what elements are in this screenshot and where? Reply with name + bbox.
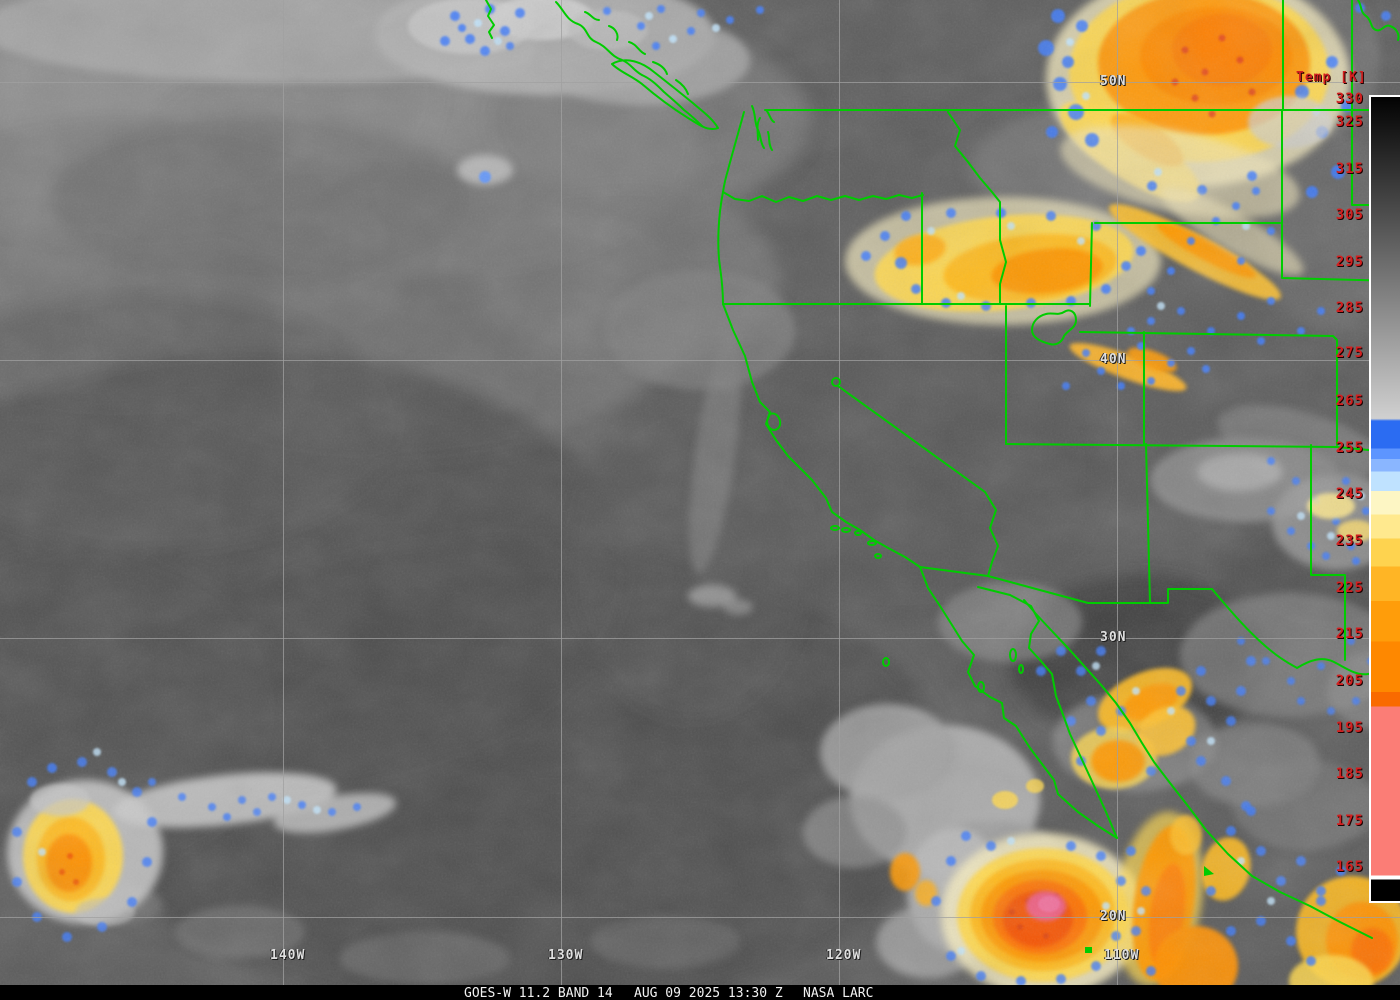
coast-puget-sound <box>751 105 775 151</box>
colorbar-tick-label: 275 <box>1335 345 1364 361</box>
border-wa-or <box>722 191 924 203</box>
colorbar-tick-label: 235 <box>1335 533 1364 549</box>
colorbar-tick-label: 225 <box>1335 580 1364 596</box>
lat-label: 20N <box>1100 909 1127 924</box>
isla-tiburon <box>1204 866 1214 876</box>
colorbar <box>1369 95 1400 903</box>
channel-islands <box>830 525 882 559</box>
colorbar-tick-label: 215 <box>1335 626 1364 642</box>
colorbar-tick-label: 265 <box>1335 393 1364 409</box>
gridline-horizontal <box>0 82 1400 83</box>
colorbar-tick-label: 305 <box>1335 207 1364 223</box>
great-salt-lake <box>1031 309 1077 346</box>
footer-product-label: GOES-W 11.2 BAND 14 <box>464 986 613 1000</box>
colorbar-tick-label: 205 <box>1335 673 1364 689</box>
gridline-horizontal <box>0 360 1400 361</box>
coast-sonora <box>1023 599 1373 939</box>
lon-label: 110W <box>1104 948 1140 963</box>
border-id-wy <box>1089 222 1093 307</box>
colorbar-tick-label: 330 <box>1335 91 1364 107</box>
border-az-nm <box>1145 443 1151 604</box>
coast-california <box>722 303 921 568</box>
colorbar-tick-label: 185 <box>1335 766 1364 782</box>
gridline-horizontal <box>0 917 1400 918</box>
pacific-islands <box>882 648 1024 693</box>
colorbar-tick-label: 245 <box>1335 486 1364 502</box>
coast-baja-east <box>977 586 1118 839</box>
gridline-vertical <box>561 0 562 986</box>
gridline-vertical <box>839 0 840 986</box>
gridline-horizontal <box>0 638 1400 639</box>
lake-winnipeg-outline <box>1357 0 1400 41</box>
islas-marias <box>1085 947 1092 953</box>
coast-haida-gwaii <box>485 0 495 39</box>
footer-credit-label: NASA LARC <box>803 986 874 1000</box>
colorbar-tick-label: 165 <box>1335 859 1364 875</box>
colorbar-gradient <box>1371 97 1400 901</box>
coast-washington <box>722 111 745 193</box>
border-ca-nv <box>837 385 999 577</box>
coast-vancouver-island <box>611 59 719 130</box>
colorbar-tick-label: 295 <box>1335 254 1364 270</box>
coast-baja-west <box>919 566 1118 839</box>
gridline-vertical <box>283 0 284 986</box>
border-us-mexico <box>919 566 1213 604</box>
colorbar-tick-label: 315 <box>1335 161 1364 177</box>
colorbar-tick-label: 195 <box>1335 720 1364 736</box>
border-nm-ok-tx <box>1310 444 1346 661</box>
lat-label: 40N <box>1100 352 1127 367</box>
sf-bay-outline <box>766 412 782 431</box>
colorbar-tick-label: 255 <box>1335 440 1364 456</box>
colorbar-tick-label: 175 <box>1335 813 1364 829</box>
lon-label: 140W <box>270 948 306 963</box>
status-bar: GOES-W 11.2 BAND 14 AUG 09 2025 13:30 Z NA… <box>0 985 1400 1000</box>
colorbar-tick-label: 285 <box>1335 300 1364 316</box>
lake-tahoe-outline <box>831 377 841 387</box>
border-wy-41n <box>1079 331 1338 446</box>
coast-oregon <box>717 191 724 305</box>
lat-label: 50N <box>1100 74 1127 89</box>
footer-datetime-label: AUG 09 2025 13:30 Z <box>634 986 783 1000</box>
gridline-vertical <box>1117 0 1118 986</box>
lon-label: 120W <box>826 948 862 963</box>
coast-british-columbia <box>555 1 703 127</box>
colorbar-tick-label: 325 <box>1335 114 1364 130</box>
colorbar-title: Temp [K] <box>1296 70 1367 85</box>
border-id-mt <box>947 111 1007 304</box>
lon-label: 130W <box>548 948 584 963</box>
coast-bc-inlets <box>584 11 689 95</box>
lat-label: 30N <box>1100 630 1127 645</box>
